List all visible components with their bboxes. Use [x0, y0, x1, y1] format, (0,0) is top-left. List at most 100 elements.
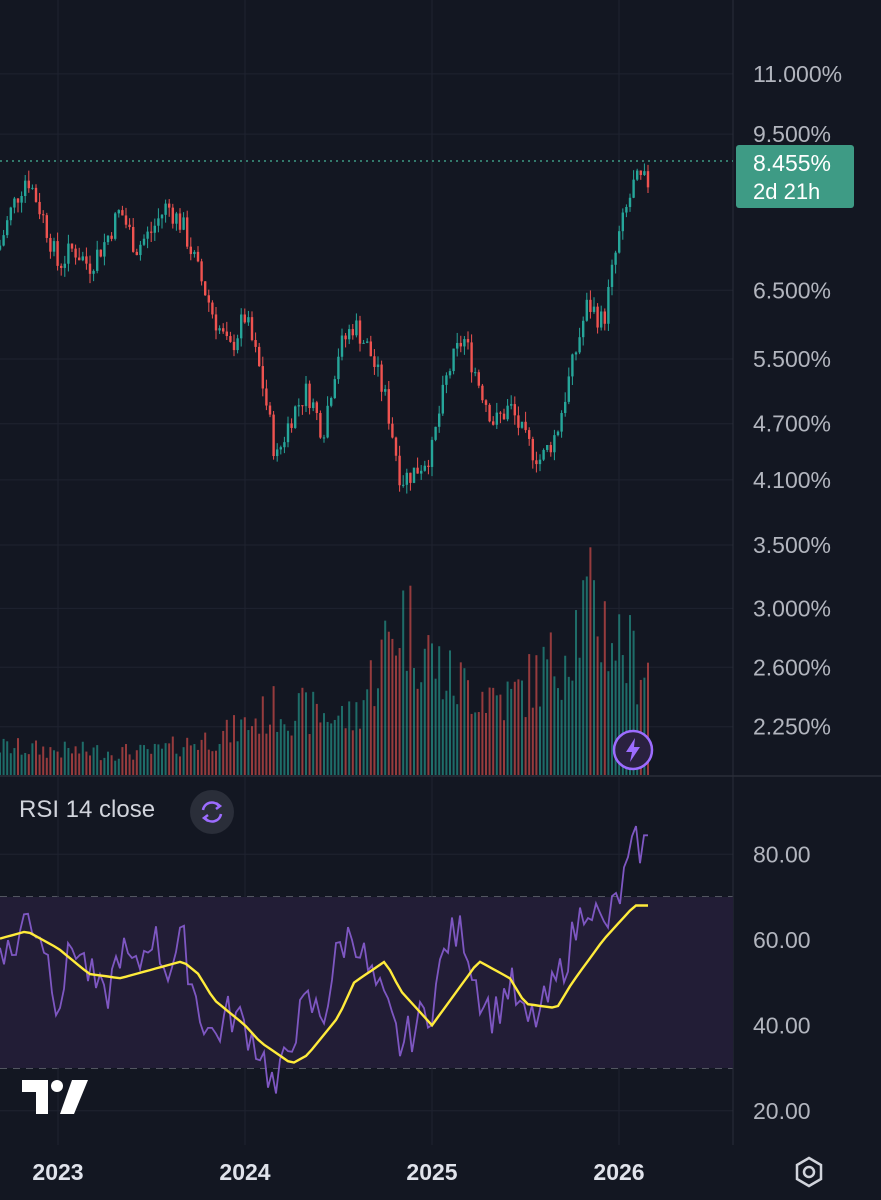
candle-body [70, 243, 74, 249]
volume-bar [197, 749, 199, 775]
volume-bar [524, 717, 527, 775]
lightning-icon[interactable] [612, 729, 654, 771]
candle-body [603, 311, 606, 324]
volume-bar [456, 704, 459, 775]
time-tick-label: 2026 [593, 1159, 644, 1185]
candle-body [427, 465, 430, 467]
volume-bar [20, 754, 23, 775]
candle-body [553, 435, 556, 453]
candle-body [481, 385, 484, 401]
candle-body [582, 320, 585, 338]
volume-bar [521, 680, 523, 775]
volume-bar [330, 723, 333, 775]
volume-bar [387, 631, 390, 775]
candle-body [286, 423, 290, 443]
volume-bar [348, 701, 351, 775]
candle-body [456, 342, 459, 349]
volume-bar [269, 724, 271, 775]
candle-body [268, 405, 272, 415]
candle-body [524, 421, 527, 431]
volume-bar [171, 736, 174, 775]
volume-bar [369, 660, 372, 775]
volume-bar [535, 655, 538, 775]
volume-bar [607, 671, 610, 775]
volume-bar [503, 720, 505, 775]
volume-bar [596, 636, 599, 775]
candle-body [164, 203, 167, 215]
volume-bar [193, 744, 196, 775]
candle-body [520, 421, 524, 428]
volume-bar [189, 745, 192, 775]
volume-bar [614, 660, 617, 775]
volume-bar [315, 703, 318, 775]
candle-body [355, 320, 358, 336]
candle-body [358, 320, 362, 344]
volume-bar [31, 743, 34, 775]
candle-body [376, 364, 380, 367]
volume-bar [629, 615, 631, 775]
volume-bar [326, 721, 329, 775]
volume-bar [384, 620, 387, 775]
candle-body [117, 210, 120, 214]
volume-bar [99, 760, 102, 775]
candle-body [409, 472, 412, 483]
refresh-icon[interactable] [190, 790, 234, 834]
volume-bar [121, 747, 124, 775]
volume-bar [182, 747, 185, 775]
volume-bar [290, 735, 293, 775]
candle-body [265, 388, 268, 406]
candle-body [628, 197, 632, 207]
volume-bar [272, 686, 275, 775]
settings-icon[interactable] [792, 1155, 826, 1194]
candle-body [362, 342, 365, 344]
rsi-tick-label: 20.00 [753, 1098, 811, 1124]
last-price-badge: 8.455% 2d 21h [736, 145, 854, 208]
candle-body [146, 231, 149, 239]
candle-body [16, 198, 20, 203]
volume-bar [459, 662, 462, 775]
candle-body [160, 214, 164, 219]
last-price-value: 8.455% [753, 150, 832, 176]
candle-body [502, 413, 506, 420]
candle-body [38, 201, 41, 215]
volume-bar [294, 720, 297, 775]
candle-body [178, 213, 182, 230]
candle-body [236, 338, 239, 351]
volume-bar [355, 702, 358, 775]
candle-body [506, 405, 509, 420]
volume-bar [557, 688, 559, 775]
time-axis: 2023 2024 2025 2026 [32, 1159, 644, 1185]
volume-bar [204, 732, 207, 775]
volume-bar [611, 643, 613, 775]
price-tick-label: 5.500% [753, 346, 831, 372]
volume-bar [60, 757, 63, 775]
candle-body [492, 421, 495, 425]
candle-body [250, 317, 254, 341]
volume-bar [377, 688, 379, 775]
volume-bar [67, 747, 70, 775]
volume-bar [254, 718, 257, 775]
volume-bar [506, 681, 509, 775]
volume-bar [402, 590, 405, 775]
volume-bar [647, 662, 649, 775]
volume-bar [247, 730, 250, 775]
volume-bar [413, 668, 415, 775]
volume-bar [168, 743, 171, 775]
candle-body [513, 404, 516, 416]
volume-bar [6, 741, 9, 775]
volume-bar [125, 744, 127, 775]
candle-body [207, 295, 210, 303]
candle-body [387, 389, 390, 424]
volume-bar [463, 668, 466, 775]
candle-body [193, 251, 196, 255]
candle-body [585, 299, 588, 321]
volume-bar [35, 740, 37, 775]
candle-body [430, 439, 434, 467]
volume-bar [341, 705, 343, 775]
volume-bar [571, 680, 574, 775]
candle-body [142, 238, 146, 245]
volume-bar [85, 751, 88, 775]
volume-bar [308, 734, 311, 775]
candle-body [337, 356, 340, 380]
